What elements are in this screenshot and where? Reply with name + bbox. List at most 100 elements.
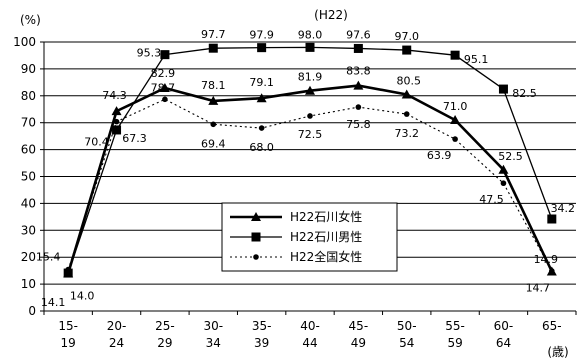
data-label: 79.1 bbox=[249, 76, 274, 89]
series-2 bbox=[65, 96, 555, 274]
y-tick-label: 50 bbox=[21, 170, 36, 184]
data-label: 83.8 bbox=[346, 65, 371, 78]
series-0 bbox=[63, 80, 557, 278]
data-point bbox=[307, 113, 313, 119]
data-label: 78.1 bbox=[201, 79, 226, 92]
data-point bbox=[450, 50, 460, 60]
chart-title: (H22) bbox=[314, 8, 348, 22]
y-axis-unit-label: (%) bbox=[20, 13, 41, 27]
x-tick-label: 40- bbox=[300, 319, 320, 333]
data-point bbox=[111, 106, 122, 116]
data-point bbox=[547, 214, 557, 224]
data-label: 72.5 bbox=[298, 128, 323, 141]
data-label: 75.8 bbox=[346, 118, 371, 131]
legend-label: H22石川男性 bbox=[290, 230, 362, 244]
data-point bbox=[257, 43, 267, 53]
data-label: 74.3 bbox=[102, 89, 127, 102]
data-point bbox=[258, 125, 265, 131]
x-tick-label: 39 bbox=[254, 336, 269, 350]
data-label: 81.9 bbox=[298, 71, 323, 84]
data-label: 14.7 bbox=[526, 281, 551, 294]
y-tick-label: 40 bbox=[21, 196, 36, 210]
y-tick-label: 10 bbox=[21, 277, 36, 291]
y-tick-label: 70 bbox=[21, 116, 36, 130]
y-tick-label: 0 bbox=[28, 304, 36, 318]
data-label: 70.4 bbox=[84, 136, 109, 149]
data-label: 78.7 bbox=[151, 81, 176, 94]
legend-marker bbox=[251, 212, 261, 221]
data-point bbox=[65, 266, 71, 273]
data-label: 34.2 bbox=[551, 202, 576, 215]
data-point bbox=[498, 164, 509, 174]
data-label: 14.9 bbox=[534, 253, 559, 266]
data-point bbox=[500, 180, 507, 187]
data-point bbox=[401, 89, 412, 99]
data-point bbox=[353, 43, 363, 53]
data-point bbox=[112, 125, 122, 135]
data-label: 71.0 bbox=[443, 100, 468, 113]
y-tick-label: 30 bbox=[21, 223, 36, 237]
y-tick-label: 60 bbox=[21, 143, 36, 157]
data-label: 97.0 bbox=[394, 30, 419, 43]
data-point bbox=[403, 111, 410, 117]
x-tick-label: 25- bbox=[155, 319, 175, 333]
data-point bbox=[162, 96, 168, 103]
data-label: 63.9 bbox=[427, 149, 452, 162]
data-label: 95.3 bbox=[137, 47, 162, 60]
x-tick-label: 30- bbox=[203, 319, 223, 333]
data-point bbox=[353, 80, 364, 90]
x-tick-label: 50- bbox=[397, 319, 417, 333]
x-tick-label: 49 bbox=[351, 336, 366, 350]
data-point bbox=[549, 268, 555, 274]
data-point bbox=[159, 82, 170, 92]
data-label: 67.3 bbox=[122, 132, 147, 145]
x-tick-label: 59 bbox=[447, 336, 462, 350]
data-point bbox=[63, 268, 73, 278]
chart-legend: H22石川女性 H22石川男性 H22全国女性 bbox=[221, 202, 398, 272]
legend-label: H22全国女性 bbox=[290, 249, 362, 264]
y-tick-label: 90 bbox=[21, 62, 36, 76]
data-label: 47.5 bbox=[479, 193, 504, 206]
x-tick-label: 34 bbox=[206, 336, 221, 350]
data-label: 97.9 bbox=[249, 29, 274, 42]
data-point bbox=[256, 93, 267, 103]
data-label: 80.5 bbox=[396, 74, 421, 87]
data-point bbox=[210, 121, 217, 128]
x-tick-label: 19 bbox=[61, 336, 76, 350]
x-tick-label: 44 bbox=[302, 336, 317, 350]
x-tick-label: 65- bbox=[542, 319, 562, 333]
data-point bbox=[305, 42, 315, 52]
x-tick-label: 54 bbox=[399, 336, 414, 350]
data-point bbox=[160, 50, 170, 60]
data-point bbox=[208, 43, 218, 53]
data-label: 52.5 bbox=[498, 150, 523, 163]
x-tick-label: 64 bbox=[496, 336, 511, 350]
legend-marker bbox=[253, 254, 259, 260]
data-label: 69.4 bbox=[201, 137, 226, 150]
x-tick-label: 20- bbox=[107, 319, 127, 333]
data-label: 97.7 bbox=[201, 28, 226, 41]
data-label: 73.2 bbox=[394, 127, 419, 140]
x-tick-label: 55- bbox=[445, 319, 465, 333]
data-point bbox=[208, 95, 219, 105]
data-point bbox=[498, 84, 508, 94]
x-tick-label: 45- bbox=[349, 319, 369, 333]
data-label: 82.9 bbox=[151, 67, 176, 80]
x-tick-label: 24 bbox=[109, 336, 124, 350]
y-tick-label: 80 bbox=[21, 89, 36, 103]
x-tick-label: 60- bbox=[494, 319, 514, 333]
data-label: 97.6 bbox=[346, 28, 371, 41]
x-axis-unit-label: (歳) bbox=[547, 345, 568, 359]
y-tick-label: 20 bbox=[21, 250, 36, 264]
data-label: 95.1 bbox=[464, 53, 489, 66]
data-label: 14.1 bbox=[41, 296, 66, 309]
legend-marker bbox=[251, 232, 261, 242]
data-point bbox=[113, 118, 120, 125]
data-label: 68.0 bbox=[249, 141, 274, 154]
data-label: 15.4 bbox=[36, 251, 61, 264]
data-point bbox=[305, 85, 315, 95]
data-label: 14.0 bbox=[70, 289, 95, 302]
data-label: 98.0 bbox=[298, 28, 323, 41]
series-1 bbox=[63, 42, 557, 278]
